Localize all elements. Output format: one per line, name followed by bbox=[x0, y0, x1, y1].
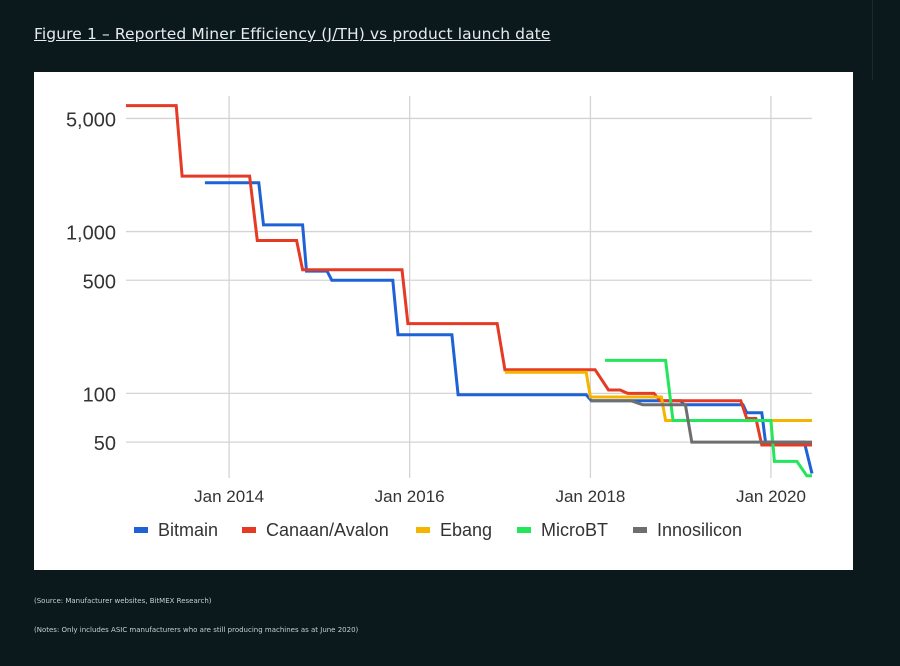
legend-label: Innosilicon bbox=[657, 520, 742, 540]
y-tick-label: 1,000 bbox=[66, 223, 116, 245]
series-line-canaan-avalon bbox=[126, 104, 812, 447]
y-tick-label: 50 bbox=[94, 433, 116, 455]
legend-swatch bbox=[242, 527, 256, 533]
legend-label: Ebang bbox=[440, 520, 492, 540]
series-line-ebang bbox=[504, 370, 812, 422]
series-lines bbox=[126, 104, 814, 478]
legend-item: Innosilicon bbox=[633, 520, 742, 540]
legend-label: Canaan/Avalon bbox=[266, 520, 389, 540]
legend-swatch bbox=[517, 527, 531, 533]
window-edge-divider bbox=[872, 0, 873, 80]
legend-swatch bbox=[134, 527, 148, 533]
series-line-innosilicon bbox=[590, 399, 812, 444]
legend-label: MicroBT bbox=[541, 520, 608, 540]
y-axis-tick-labels: 50 100 500 1,000 5,000 bbox=[66, 109, 116, 455]
y-tick-label: 5,000 bbox=[66, 109, 116, 131]
legend-item: MicroBT bbox=[517, 520, 608, 540]
chart-legend: Bitmain Canaan/Avalon Ebang MicroBT Innosili… bbox=[134, 520, 742, 540]
x-tick-label: Jan 2020 bbox=[736, 487, 806, 506]
legend-item: Bitmain bbox=[134, 520, 218, 540]
notes-footnote: (Notes: Only includes ASIC manufacturers… bbox=[34, 626, 359, 634]
source-note: (Source: Manufacturer websites, BitMEX R… bbox=[34, 597, 212, 605]
series-line-microbt bbox=[605, 358, 812, 478]
x-axis-tick-labels: Jan 2014 Jan 2016 Jan 2018 Jan 2020 bbox=[194, 487, 806, 506]
x-tick-label: Jan 2018 bbox=[555, 487, 625, 506]
figure-title: Figure 1 – Reported Miner Efficiency (J/… bbox=[34, 25, 551, 43]
legend-swatch bbox=[633, 527, 647, 533]
legend-label: Bitmain bbox=[158, 520, 218, 540]
y-tick-label: 100 bbox=[83, 384, 116, 406]
y-tick-label: 500 bbox=[83, 271, 116, 293]
series-line-bitmain bbox=[204, 181, 814, 474]
x-tick-label: Jan 2016 bbox=[375, 487, 445, 506]
legend-swatch bbox=[416, 527, 430, 533]
chart-panel: 50 100 500 1,000 5,000 Jan 2014 Jan 2016 Jan 2… bbox=[34, 72, 853, 570]
legend-item: Canaan/Avalon bbox=[242, 520, 389, 540]
legend-item: Ebang bbox=[416, 520, 492, 540]
grid-lines bbox=[126, 96, 812, 478]
x-tick-label: Jan 2014 bbox=[194, 487, 264, 506]
